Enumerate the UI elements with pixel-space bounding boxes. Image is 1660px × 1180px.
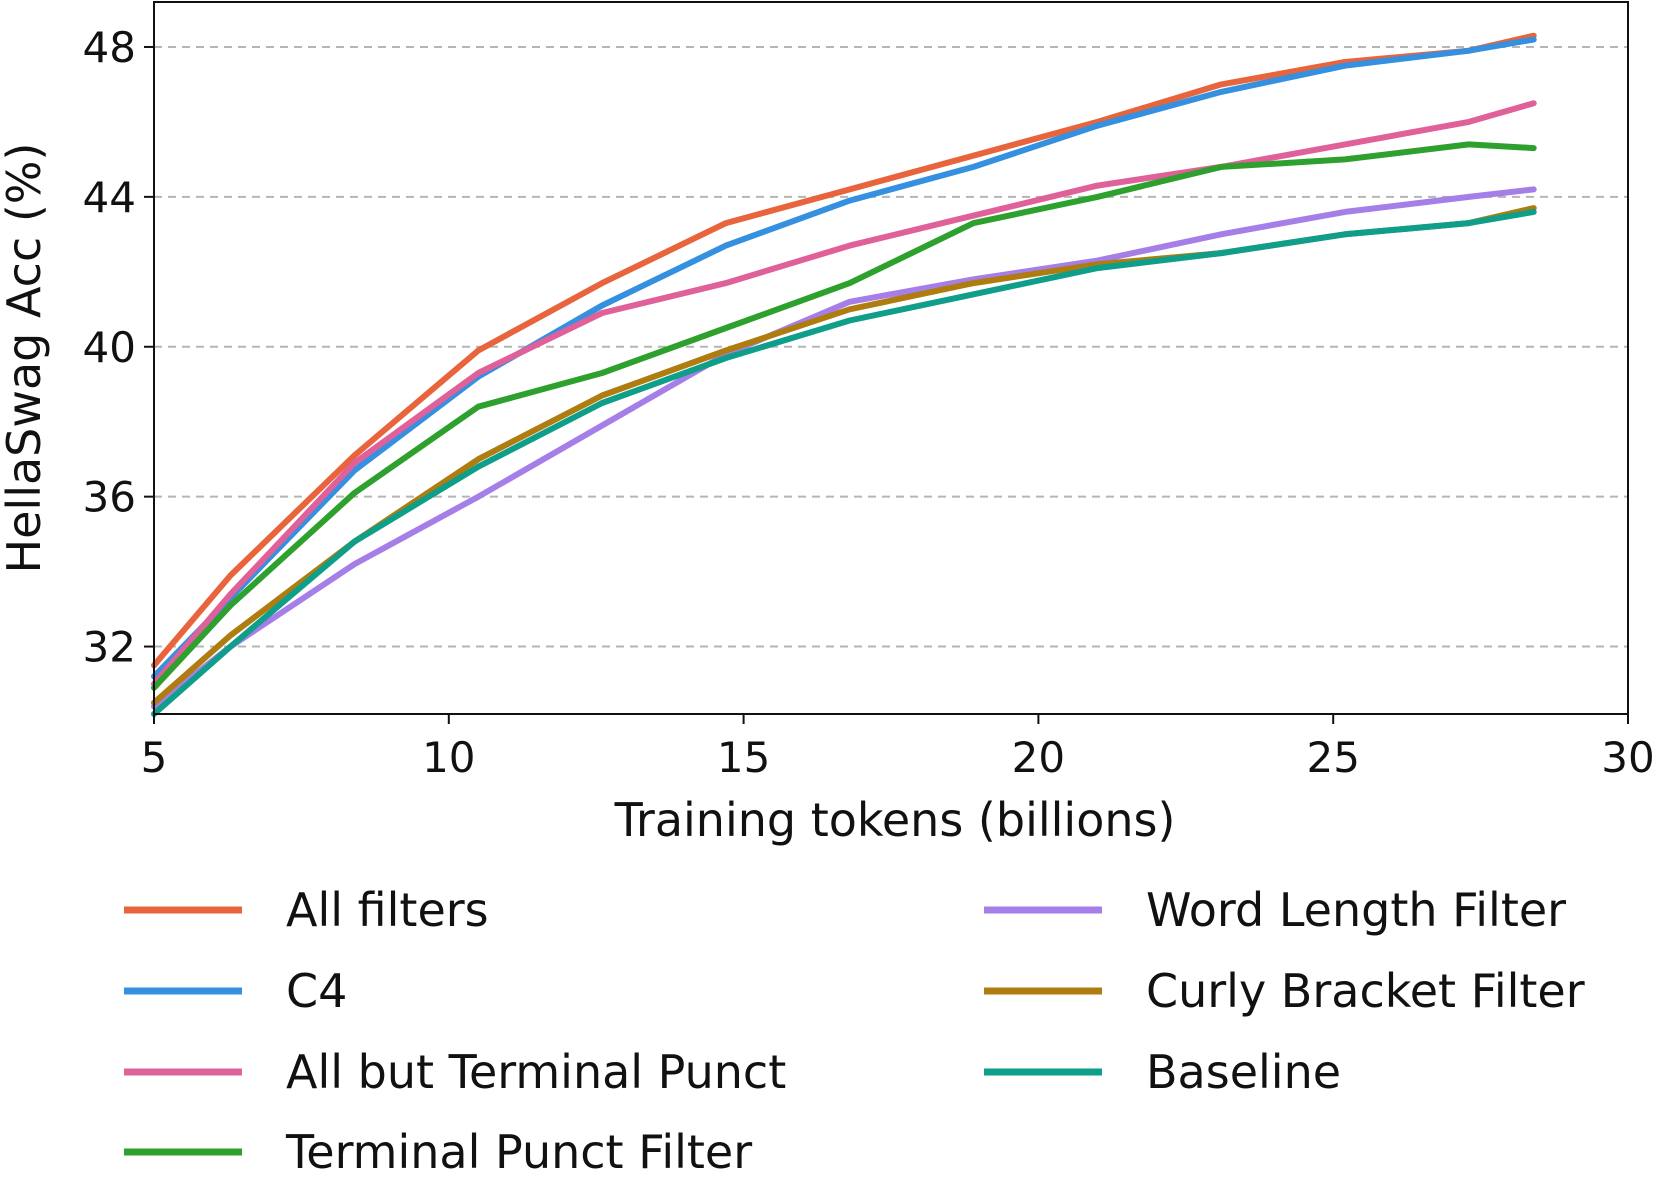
x-tick-label: 5 — [141, 733, 168, 782]
legend-item: Curly Bracket Filter — [984, 964, 1585, 1018]
x-tick-label: 25 — [1306, 733, 1359, 782]
series-line-4 — [151, 186, 1537, 710]
x-tick-label: 30 — [1601, 733, 1654, 782]
x-tick-label: 15 — [717, 733, 770, 782]
legend: All filters C4 All but Terminal Punct Termi… — [124, 883, 1585, 1179]
legend-item: Baseline — [984, 1045, 1341, 1099]
y-tick-label: 36 — [83, 473, 136, 522]
legend-label: Terminal Punct Filter — [285, 1125, 752, 1179]
grid-layer — [154, 45, 1628, 648]
y-tick-label: 32 — [83, 623, 136, 672]
x-tick-label: 10 — [422, 733, 475, 782]
series-layer — [151, 32, 1537, 717]
series-line-3 — [151, 141, 1537, 691]
legend-label: Baseline — [1146, 1045, 1341, 1099]
legend-item: Terminal Punct Filter — [124, 1125, 752, 1179]
x-axis-title: Training tokens (billions) — [614, 793, 1176, 847]
legend-item: C4 — [124, 964, 347, 1018]
x-axis-ticks: 5 10 15 20 25 30 — [141, 714, 1655, 782]
series-line-2 — [151, 100, 1537, 687]
legend-label: All but Terminal Punct — [286, 1045, 786, 1099]
legend-label: C4 — [286, 964, 347, 1018]
y-tick-label: 44 — [83, 173, 136, 222]
legend-item: All but Terminal Punct — [124, 1045, 786, 1099]
y-axis-title: HellaSwag Acc (%) — [0, 143, 51, 574]
y-tick-label: 40 — [83, 323, 136, 372]
legend-item: All filters — [124, 883, 489, 937]
legend-item: Word Length Filter — [984, 883, 1566, 937]
legend-label: Curly Bracket Filter — [1146, 964, 1585, 1018]
y-tick-label: 48 — [83, 23, 136, 72]
legend-label: All filters — [286, 883, 489, 937]
series-line-0 — [151, 32, 1537, 669]
plot-frame — [153, 1, 1629, 715]
legend-label: Word Length Filter — [1146, 883, 1566, 937]
series-line-6 — [151, 208, 1537, 717]
series-line-1 — [151, 36, 1537, 680]
y-axis-ticks: 32 36 40 44 48 — [83, 23, 154, 672]
x-tick-label: 20 — [1012, 733, 1065, 782]
